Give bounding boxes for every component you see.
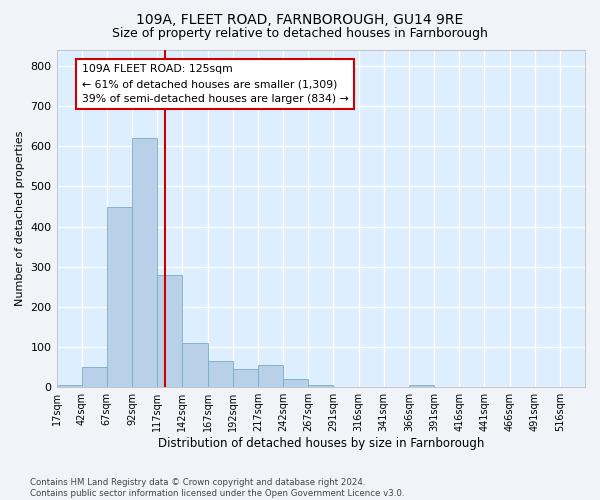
Bar	[258, 365, 283, 387]
Bar	[107, 206, 132, 387]
Y-axis label: Number of detached properties: Number of detached properties	[15, 131, 25, 306]
Text: Size of property relative to detached houses in Farnborough: Size of property relative to detached ho…	[112, 28, 488, 40]
Text: 109A FLEET ROAD: 125sqm
← 61% of detached houses are smaller (1,309)
39% of semi: 109A FLEET ROAD: 125sqm ← 61% of detache…	[82, 64, 349, 104]
Bar	[308, 385, 334, 387]
Bar	[409, 385, 434, 387]
Text: 109A, FLEET ROAD, FARNBOROUGH, GU14 9RE: 109A, FLEET ROAD, FARNBOROUGH, GU14 9RE	[136, 12, 464, 26]
Bar	[56, 385, 82, 387]
Bar	[157, 275, 182, 387]
X-axis label: Distribution of detached houses by size in Farnborough: Distribution of detached houses by size …	[158, 437, 484, 450]
Bar	[182, 343, 208, 387]
Bar	[132, 138, 157, 387]
Text: Contains HM Land Registry data © Crown copyright and database right 2024.
Contai: Contains HM Land Registry data © Crown c…	[30, 478, 404, 498]
Bar	[233, 369, 258, 387]
Bar	[283, 379, 308, 387]
Bar	[82, 367, 107, 387]
Bar	[208, 361, 233, 387]
